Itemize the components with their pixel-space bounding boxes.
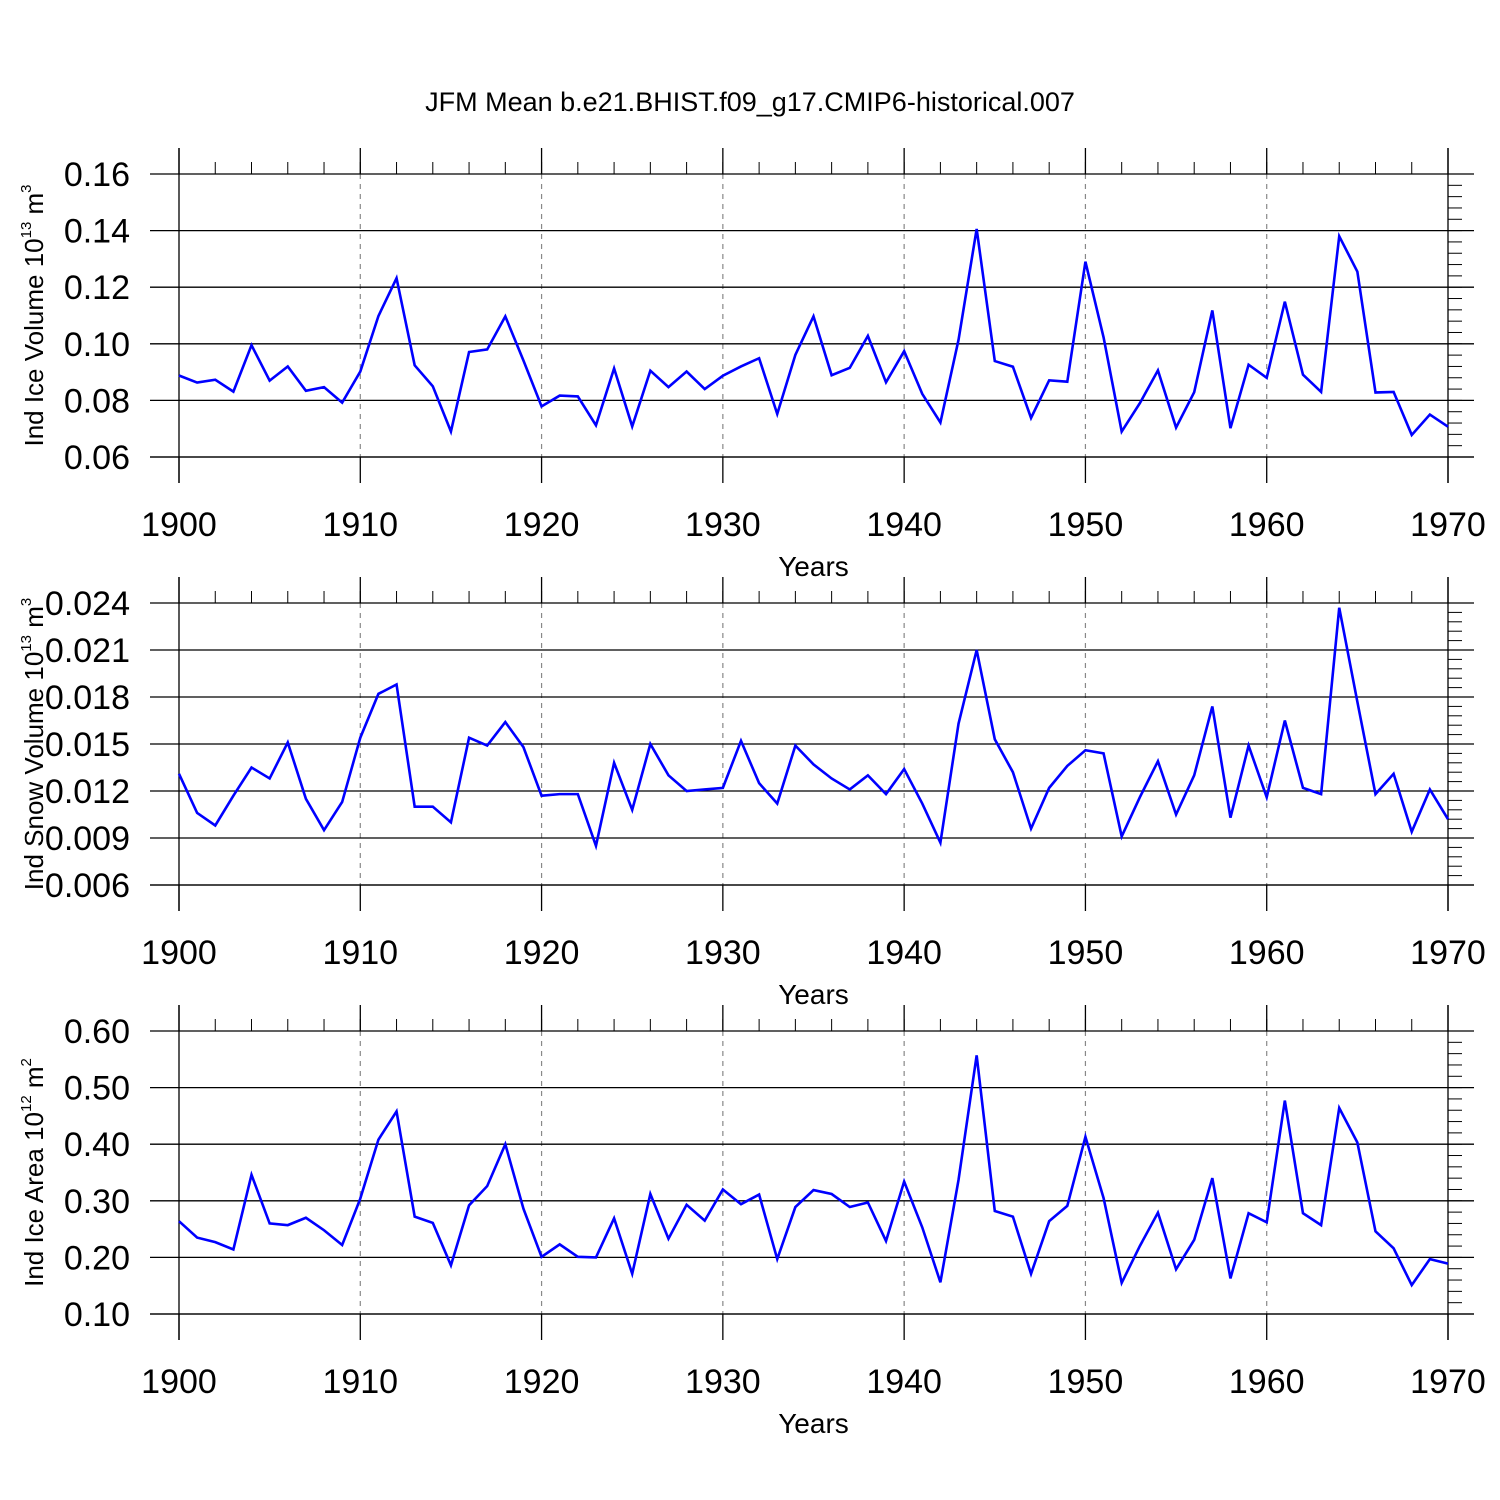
y-tick-label: 0.12 bbox=[64, 269, 130, 307]
x-tick-label: 1910 bbox=[322, 1363, 398, 1401]
x-tick-label: 1920 bbox=[504, 506, 580, 544]
y-tick-label: 0.10 bbox=[64, 326, 130, 364]
y-tick-label: 0.08 bbox=[64, 382, 130, 420]
x-tick-label: 1970 bbox=[1410, 506, 1486, 544]
x-tick-label: 1920 bbox=[504, 934, 580, 972]
y-tick-label: 0.009 bbox=[45, 820, 130, 858]
y-tick-label: 0.60 bbox=[64, 1013, 130, 1051]
x-tick-label: 1970 bbox=[1410, 1363, 1486, 1401]
x-tick-label: 1940 bbox=[866, 934, 942, 972]
y-axis-label: Ind Ice Area 1012 m2 bbox=[18, 1058, 49, 1287]
y-tick-label: 0.10 bbox=[64, 1296, 130, 1334]
y-tick-label: 0.015 bbox=[45, 726, 130, 764]
x-tick-label: 1930 bbox=[685, 934, 761, 972]
panel-2: 0.006 0.009 0.012 0.015 0.018 0.021 0.024 1900 1… bbox=[18, 577, 1486, 1010]
x-tick-label: 1950 bbox=[1048, 934, 1124, 972]
x-tick-label: 1900 bbox=[141, 1363, 217, 1401]
y-tick-label: 0.06 bbox=[64, 439, 130, 477]
x-tick-label: 1950 bbox=[1048, 1363, 1124, 1401]
x-tick-label: 1970 bbox=[1410, 934, 1486, 972]
y-tick-label: 0.14 bbox=[64, 213, 130, 251]
x-tick-label: 1900 bbox=[141, 934, 217, 972]
x-tick-label: 1940 bbox=[866, 1363, 942, 1401]
x-tick-label: 1960 bbox=[1229, 1363, 1305, 1401]
series-line bbox=[177, 607, 1450, 851]
x-tick-label: 1930 bbox=[685, 1363, 761, 1401]
x-tick-label: 1930 bbox=[685, 506, 761, 544]
y-tick-label: 0.16 bbox=[64, 156, 130, 194]
series-line bbox=[178, 228, 1449, 438]
panel-1: 0.06 0.08 0.10 0.12 0.14 0.16 1900 1910 1920 1930… bbox=[18, 148, 1486, 582]
x-tick-label: 1960 bbox=[1229, 506, 1305, 544]
x-tick-label: 1910 bbox=[322, 506, 398, 544]
y-tick-label: 0.021 bbox=[45, 632, 130, 670]
x-axis-label: Years bbox=[778, 551, 849, 582]
x-tick-label: 1920 bbox=[504, 1363, 580, 1401]
y-tick-label: 0.50 bbox=[64, 1070, 130, 1108]
x-tick-label: 1910 bbox=[322, 934, 398, 972]
y-axis-label: Ind Snow Volume 1013 m3 bbox=[18, 598, 49, 890]
y-tick-label: 0.012 bbox=[45, 773, 130, 811]
y-tick-label: 0.006 bbox=[45, 867, 130, 905]
y-tick-label: 0.024 bbox=[45, 585, 130, 623]
panel-3: 0.10 0.20 0.30 0.40 0.50 0.60 1900 1910 1920 1930… bbox=[18, 1005, 1486, 1439]
figure-title: JFM Mean b.e21.BHIST.f09_g17.CMIP6-histo… bbox=[425, 87, 1075, 117]
y-tick-label: 0.20 bbox=[64, 1239, 130, 1277]
y-tick-label: 0.30 bbox=[64, 1183, 130, 1221]
y-tick-label: 0.018 bbox=[45, 679, 130, 717]
x-tick-label: 1940 bbox=[866, 506, 942, 544]
series-line bbox=[178, 1055, 1449, 1288]
x-tick-label: 1960 bbox=[1229, 934, 1305, 972]
x-tick-label: 1950 bbox=[1048, 506, 1124, 544]
x-tick-label: 1900 bbox=[141, 506, 217, 544]
x-axis-label: Years bbox=[778, 1408, 849, 1439]
y-axis-label: Ind Ice Volume 1013 m3 bbox=[18, 184, 49, 446]
x-axis-label: Years bbox=[778, 979, 849, 1010]
y-tick-label: 0.40 bbox=[64, 1126, 130, 1164]
